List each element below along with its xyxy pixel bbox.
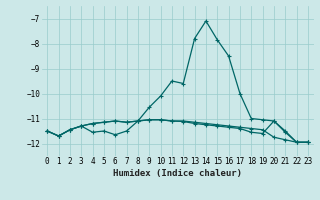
X-axis label: Humidex (Indice chaleur): Humidex (Indice chaleur) xyxy=(113,169,242,178)
